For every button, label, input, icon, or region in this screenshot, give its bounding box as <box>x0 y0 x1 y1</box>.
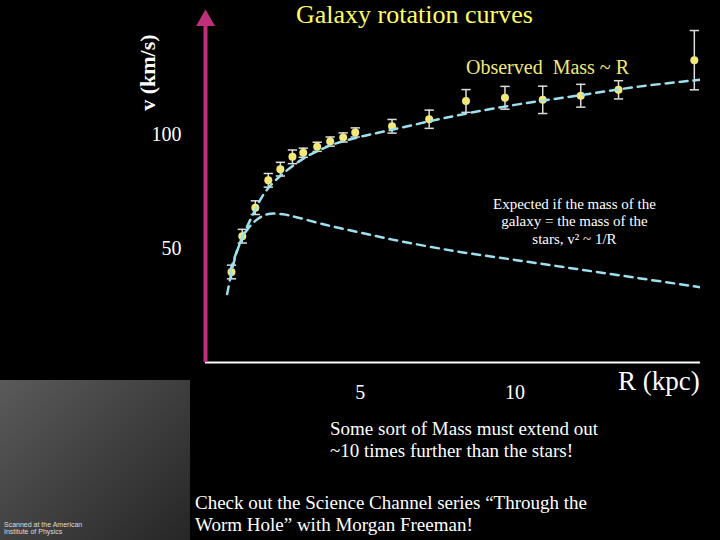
svg-text:100: 100 <box>152 123 182 145</box>
html-text:Some sort of Mass must extend: Some sort of Mass must extend out ~10 ti… <box>330 418 599 461</box>
html-text:R (kpc): R (kpc) <box>618 366 700 396</box>
html-text:Expected if the mass of the ga: Expected if the mass of the galaxy = the… <box>493 196 656 247</box>
svg-text:50: 50 <box>162 237 182 259</box>
html-text:Check out the Science Channel: Check out the Science Channel series “Th… <box>195 492 587 535</box>
html-text:Observed Mass ~ R: Observed Mass ~ R <box>466 56 629 78</box>
html-text:Scanned at the American Instit: Scanned at the American Institute of Phy… <box>4 520 83 536</box>
svg-text:5: 5 <box>355 381 365 403</box>
svg-text:10: 10 <box>505 381 525 403</box>
html-text:Galaxy rotation curves: Galaxy rotation curves <box>296 0 533 29</box>
html-text:v (km/s): v (km/s) <box>135 34 161 111</box>
